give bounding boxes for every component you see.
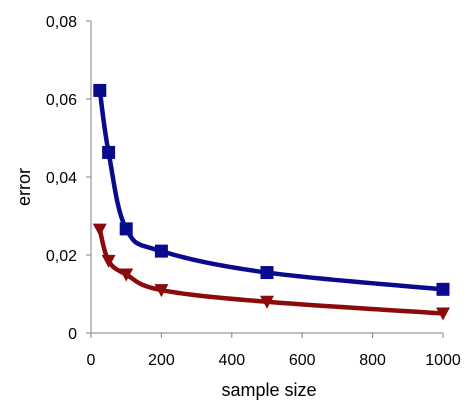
y-axis-title: error — [14, 168, 34, 206]
series-1-marker — [93, 83, 107, 97]
y-ticks: 0 0,02 0,04 0,06 0,08 — [46, 14, 91, 343]
x-tick-label: 400 — [218, 352, 245, 369]
series-1-line — [97, 88, 446, 292]
y-tick-label: 0 — [68, 326, 77, 343]
x-tick-label: 600 — [289, 352, 316, 369]
series-group — [92, 83, 450, 321]
series-2-marker — [101, 254, 116, 268]
series-1-marker — [260, 266, 274, 280]
series-1-marker — [102, 145, 116, 159]
series-2-marker — [436, 307, 450, 321]
x-tick-label: 800 — [359, 352, 386, 369]
series-1-marker — [154, 244, 168, 258]
x-ticks: 0 200 400 600 800 1000 — [87, 333, 461, 369]
x-axis-title: sample size — [221, 380, 316, 400]
y-tick-label: 0,02 — [46, 248, 77, 265]
series-2-marker — [92, 223, 107, 237]
series-1-marker — [436, 282, 450, 296]
series-1-marker — [119, 222, 133, 236]
series-2-marker — [260, 295, 274, 309]
y-tick-label: 0,04 — [46, 170, 77, 187]
x-tick-label: 0 — [87, 352, 96, 369]
series-2-marker — [119, 268, 134, 282]
y-tick-label: 0,08 — [46, 14, 77, 31]
series-2-marker — [154, 284, 169, 298]
x-tick-label: 200 — [148, 352, 175, 369]
y-tick-label: 0,06 — [46, 92, 77, 109]
x-tick-label: 1000 — [425, 352, 461, 369]
